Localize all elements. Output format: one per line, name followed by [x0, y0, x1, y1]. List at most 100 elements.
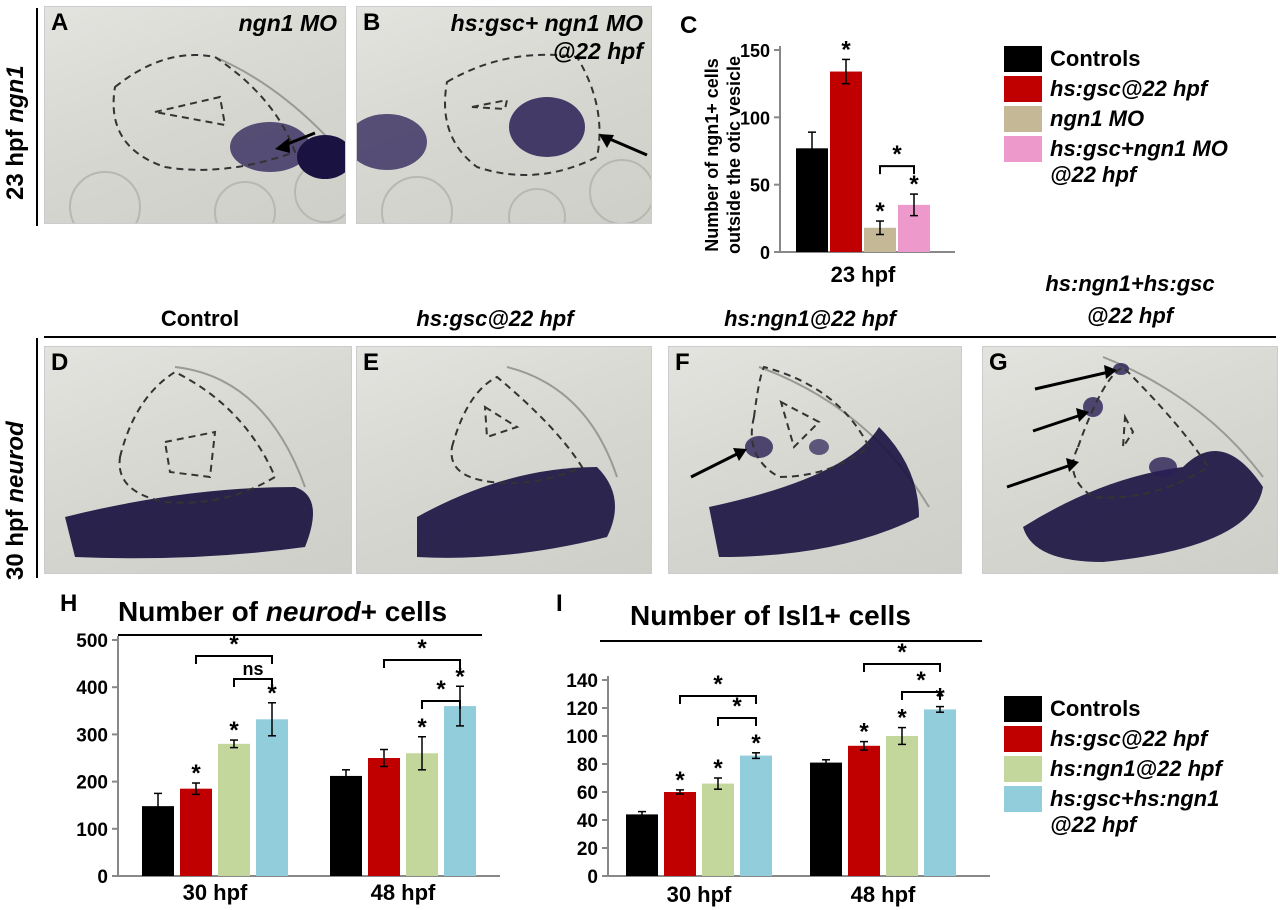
bar: [848, 745, 880, 876]
x-tick-label: 48 hpf: [371, 880, 436, 905]
legend-bottom-label-1: hs:gsc@22 hpf: [1050, 726, 1208, 751]
bracket-label: *: [713, 671, 723, 698]
legend-top-swatch-2: [1004, 106, 1042, 132]
micrograph-e: [417, 366, 618, 558]
panel-letter-f: F: [675, 349, 690, 376]
micrograph-panel-b: B hs:gsc+ ngn1 MO @22 hpf: [356, 6, 652, 224]
panel-letter-g: G: [989, 349, 1008, 376]
bracket-label: *: [897, 639, 907, 666]
comparison-bracket: [679, 695, 757, 704]
y-tick-label: 0: [760, 243, 770, 263]
legend-bottom-item-3: hs:gsc+hs:ngn1 @22 hpf: [1004, 786, 1222, 838]
row2-label: 30 hpf neurod: [2, 421, 29, 580]
legend-bottom-label-2: hs:ngn1@22 hpf: [1050, 756, 1222, 781]
bracket-label: *: [417, 635, 427, 662]
legend-top: Controls hs:gsc@22 hpf ngn1 MO hs:gsc+ngn1 …: [1004, 46, 1228, 192]
micrograph-panel-e: E: [356, 346, 652, 574]
legend-bottom-item-2: hs:ngn1@22 hpf: [1004, 756, 1222, 782]
significance-star: *: [713, 755, 723, 782]
comparison-bracket: [383, 659, 461, 668]
micrograph-a: [69, 54, 345, 223]
bracket-label: *: [732, 693, 742, 720]
row1-label: 23 hpf ngn1: [2, 65, 29, 200]
significance-star: *: [455, 663, 465, 690]
chart-title-h: Number of neurod+ cells: [118, 596, 448, 627]
legend-top-label-0: Controls: [1050, 46, 1141, 71]
micrograph-d: [65, 366, 313, 559]
legend-bottom-swatch-1: [1004, 726, 1042, 752]
comparison-bracket: [233, 678, 273, 687]
panel-title-a: ngn1 MO: [238, 10, 337, 36]
legend-bottom: Controls hs:gsc@22 hpf hs:ngn1@22 hpf hs:gs…: [1004, 696, 1222, 842]
y-tick-label: 400: [76, 678, 108, 699]
legend-top-label-2: ngn1 MO: [1050, 106, 1145, 131]
significance-star: *: [229, 717, 239, 744]
micrograph-panel-f: F: [668, 346, 962, 574]
y-tick-label: 100: [740, 108, 770, 128]
significance-star: *: [841, 36, 851, 63]
panel-letter-e: E: [363, 349, 380, 376]
significance-star: *: [191, 760, 201, 787]
column-title-gsc: hs:gsc@22 hpf: [416, 306, 574, 331]
x-tick-label: 30 hpf: [183, 880, 248, 905]
panel-letter-d: D: [51, 349, 69, 376]
legend-top-swatch-0: [1004, 46, 1042, 72]
chart-c: Number of ngn1+ cells outside the otic ve…: [702, 36, 955, 287]
column-title-ngn1-gsc: hs:ngn1+hs:gsc @22 hpf: [1045, 271, 1215, 328]
significance-star: *: [751, 730, 761, 757]
bar: [626, 814, 658, 876]
y-tick-label: 300: [76, 725, 108, 746]
bracket-label: *: [229, 631, 239, 658]
y-tick-label: 200: [76, 773, 108, 794]
legend-bottom-label-0: Controls: [1050, 696, 1141, 721]
legend-bottom-label-3: hs:gsc+hs:ngn1 @22 hpf: [1050, 786, 1220, 837]
legend-top-item-3: hs:gsc+ngn1 MO @22 hpf: [1004, 136, 1228, 188]
comparison-bracket: [879, 165, 915, 175]
y-tick-label: 0: [587, 867, 598, 888]
column-title-ngn1: hs:ngn1@22 hpf: [724, 306, 896, 331]
bar: [218, 743, 250, 876]
bracket-label: *: [892, 141, 902, 168]
y-tick-label: 120: [566, 699, 598, 720]
comparison-bracket: [195, 655, 273, 664]
bar: [664, 792, 696, 876]
micrograph-b: [357, 53, 651, 223]
legend-bottom-swatch-0: [1004, 696, 1042, 722]
panel-title-b: hs:gsc+ ngn1 MO @22 hpf: [450, 10, 643, 64]
legend-top-label-3: hs:gsc+ngn1 MO @22 hpf: [1050, 136, 1228, 187]
significance-star: *: [875, 198, 885, 225]
legend-bottom-item-0: Controls: [1004, 696, 1222, 722]
micrograph-panel-a: A ngn1 MO: [44, 6, 346, 224]
micrograph-g: [1006, 356, 1264, 562]
micrograph-panel-d: D: [44, 346, 352, 574]
y-tick-label: 100: [566, 727, 598, 748]
y-tick-label: 40: [577, 811, 598, 832]
bracket-label: *: [436, 676, 446, 703]
legend-top-item-2: ngn1 MO: [1004, 106, 1228, 132]
column-title-control: Control: [160, 306, 240, 331]
row1-divider: [36, 8, 38, 226]
bar: [810, 762, 842, 876]
row2-divider: [36, 338, 38, 578]
comparison-bracket: [717, 717, 757, 726]
panel-letter-i: I: [556, 590, 563, 617]
y-tick-label: 100: [76, 820, 108, 841]
legend-top-item-1: hs:gsc@22 hpf: [1004, 76, 1228, 102]
legend-top-swatch-3: [1004, 136, 1042, 162]
y-tick-label: 50: [750, 176, 770, 196]
y-tick-label: 80: [577, 755, 598, 776]
y-tick-label: 60: [577, 783, 598, 804]
x-tick-label: 23 hpf: [831, 262, 896, 287]
y-axis-title: Number of ngn1+ cells outside the otic ve…: [702, 56, 744, 254]
significance-star: *: [267, 680, 277, 707]
bar: [256, 719, 288, 876]
bar: [740, 755, 772, 876]
chart-title-rule-h: [118, 634, 482, 636]
chart-title-rule-i: [600, 640, 982, 642]
bar: [830, 71, 862, 252]
bar: [702, 783, 734, 876]
bar: [180, 788, 212, 876]
bar: [924, 709, 956, 876]
